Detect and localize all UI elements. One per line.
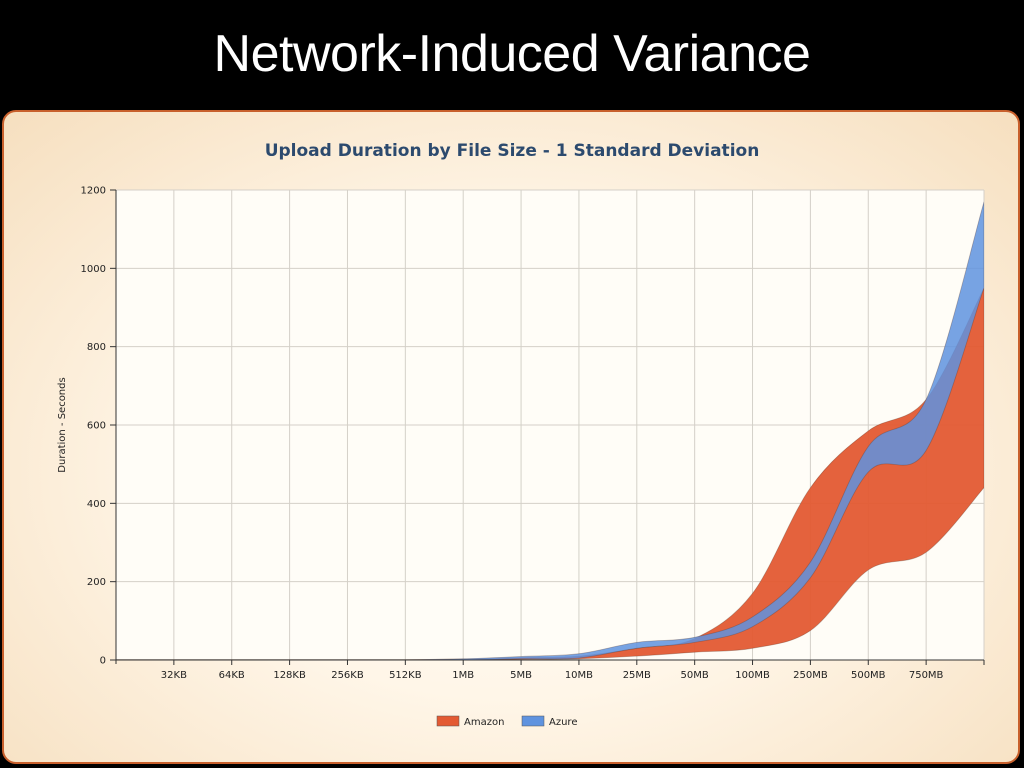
x-tick-label: 128KB [273, 670, 306, 681]
chart-title: Upload Duration by File Size - 1 Standar… [265, 141, 760, 161]
x-tick-label: 256KB [331, 670, 364, 681]
y-tick-label: 0 [100, 656, 106, 667]
slide-title: Network-Induced Variance [213, 25, 811, 83]
x-tick-label: 5MB [510, 670, 532, 681]
slide-header: Network-Induced Variance [0, 0, 1024, 110]
y-tick-label: 600 [87, 421, 106, 432]
x-tick-label: 1MB [452, 670, 474, 681]
x-tick-label: 250MB [793, 670, 828, 681]
series-band-azure [116, 201, 984, 660]
x-tick-label: 32KB [161, 670, 187, 681]
legend: Amazon Azure [436, 715, 577, 728]
legend-label: Azure [549, 717, 577, 728]
x-tick-label: 64KB [219, 670, 245, 681]
chart-panel: Upload Duration by File Size - 1 Standar… [2, 110, 1020, 764]
y-tick-label: 1200 [81, 186, 106, 197]
x-tick-label: 512KB [389, 670, 422, 681]
y-tick-labels: 0 200 400 600 800 1000 1200 [81, 186, 106, 667]
y-axis-label: Duration - Seconds [57, 377, 68, 472]
legend-swatch [436, 715, 460, 727]
legend-swatch [521, 715, 545, 727]
x-tick-label: 500MB [851, 670, 886, 681]
x-tick-label: 750MB [909, 670, 944, 681]
x-tick-label: 50MB [681, 670, 709, 681]
x-tick-labels: 32KB 64KB 128KB 256KB 512KB 1MB 5MB 10MB 25MB 50M… [161, 670, 944, 681]
legend-label: Amazon [464, 717, 504, 728]
y-tick-label: 200 [87, 577, 106, 588]
y-tick-label: 800 [87, 342, 106, 353]
y-tick-label: 400 [87, 499, 106, 510]
legend-item-azure: Azure [521, 715, 577, 728]
upload-duration-chart: Upload Duration by File Size - 1 Standar… [57, 141, 985, 728]
x-tick-label: 100MB [735, 670, 770, 681]
y-tick-label: 1000 [81, 264, 106, 275]
x-tick-label: 10MB [565, 670, 593, 681]
axes [110, 189, 985, 665]
legend-item-amazon: Amazon [436, 715, 504, 728]
x-tick-label: 25MB [623, 670, 651, 681]
